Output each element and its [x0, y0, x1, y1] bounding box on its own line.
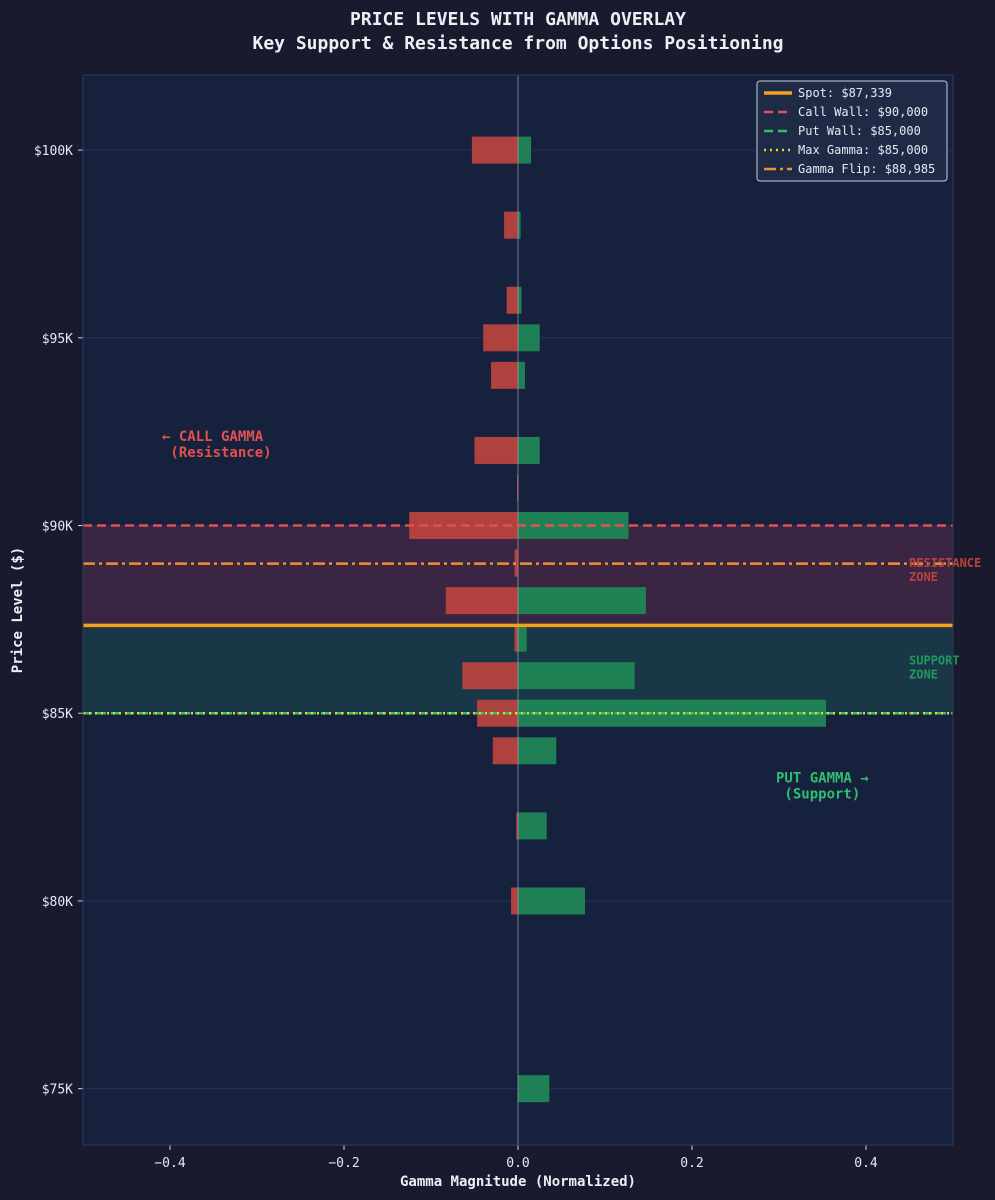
- chart-subtitle: Key Support & Resistance from Options Po…: [252, 33, 783, 54]
- put-gamma-bar: [518, 662, 635, 690]
- put-gamma-bar: [518, 361, 525, 389]
- chart-title: PRICE LEVELS WITH GAMMA OVERLAY: [350, 9, 686, 30]
- y-tick-label: $75K: [42, 1083, 73, 1098]
- legend-put-wall-label: Put Wall: $85,000: [798, 124, 921, 138]
- put-gamma-bar: [518, 286, 522, 314]
- legend-gamma-flip-label: Gamma Flip: $88,985: [798, 162, 935, 176]
- legend-box: [756, 80, 948, 182]
- support-zone-label: SUPPORT ZONE: [909, 653, 960, 681]
- put-gamma-bar: [518, 737, 557, 765]
- call-gamma-bar: [511, 887, 518, 915]
- y-tick-label: $95K: [42, 332, 73, 347]
- call-gamma-bar: [462, 662, 518, 690]
- x-tick-label: 0.2: [680, 1156, 703, 1171]
- y-tick-label: $90K: [42, 520, 73, 535]
- call-gamma-bar: [492, 737, 518, 765]
- put-gamma-bar: [518, 812, 547, 840]
- y-tick-label: $85K: [42, 707, 73, 722]
- put-gamma-bar: [518, 587, 646, 615]
- plot-frame: [82, 74, 954, 1146]
- x-tick-label: 0.0: [506, 1156, 529, 1171]
- put-gamma-bar: [518, 887, 585, 915]
- call-gamma-bar: [483, 324, 518, 352]
- put-gamma-bar: [518, 211, 521, 239]
- x-axis-label: Gamma Magnitude (Normalized): [400, 1174, 636, 1190]
- put-gamma-annotation: PUT GAMMA → (Support): [776, 771, 869, 803]
- ticks-layer: −0.4 −0.2 0.0 0.2 0.4 $75K $80K $85K $90K $95K $10…: [34, 144, 878, 1171]
- call-gamma-bar: [445, 587, 518, 615]
- y-tick-label: $100K: [34, 144, 73, 159]
- legend-max-gamma-label: Max Gamma: $85,000: [798, 143, 928, 157]
- annotations-layer: RESISTANCE ZONE SUPPORT ZONE ← CALL GAMMA (R…: [162, 429, 981, 803]
- call-gamma-bar: [474, 436, 518, 464]
- resistance-zone-label: RESISTANCE ZONE: [909, 556, 981, 584]
- levels-layer: [83, 524, 953, 715]
- put-gamma-bar: [518, 324, 540, 352]
- put-gamma-bar: [518, 136, 532, 164]
- put-gamma-bar: [518, 624, 527, 652]
- put-gamma-bar: [518, 1075, 550, 1103]
- legend-call-wall-label: Call Wall: $90,000: [798, 105, 928, 119]
- call-gamma-bar: [514, 549, 518, 577]
- call-gamma-bar: [491, 361, 518, 389]
- call-gamma-bar: [471, 136, 518, 164]
- legend: Spot: $87,339 Call Wall: $90,000 Put Wall:…: [756, 80, 948, 182]
- x-tick-label: 0.4: [854, 1156, 878, 1171]
- x-tick-label: −0.2: [328, 1156, 359, 1171]
- call-gamma-bar: [506, 286, 518, 314]
- x-tick-label: −0.4: [154, 1156, 185, 1171]
- legend-spot-label: Spot: $87,339: [798, 86, 892, 100]
- call-gamma-bar: [514, 624, 518, 652]
- call-gamma-bar: [504, 211, 518, 239]
- call-gamma-bar: [516, 812, 518, 840]
- y-axis-label: Price Level ($): [10, 547, 26, 673]
- put-gamma-bar: [518, 436, 540, 464]
- y-tick-label: $80K: [42, 895, 73, 910]
- call-gamma-annotation: ← CALL GAMMA (Resistance): [162, 429, 272, 461]
